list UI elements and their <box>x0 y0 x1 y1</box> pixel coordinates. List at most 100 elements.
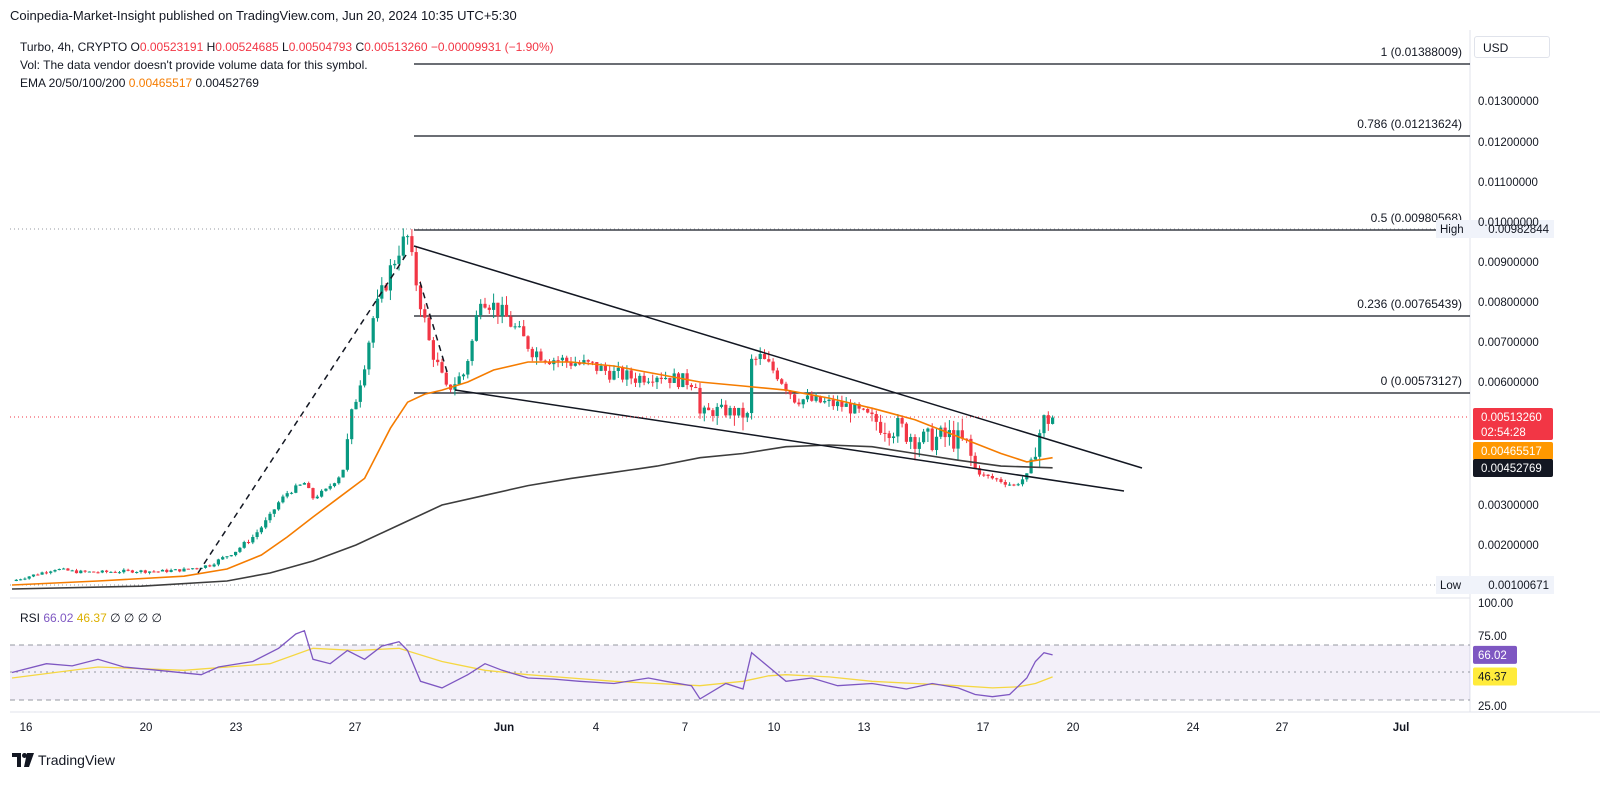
candle-body[interactable] <box>689 384 693 388</box>
candle-body[interactable] <box>767 359 771 362</box>
candle-body[interactable] <box>681 373 685 388</box>
candle-body[interactable] <box>986 474 990 476</box>
candle-body[interactable] <box>831 399 835 407</box>
candle-body[interactable] <box>418 285 423 310</box>
candle-body[interactable] <box>754 358 758 360</box>
candle-body[interactable] <box>44 572 48 574</box>
candle-body[interactable] <box>870 412 874 415</box>
candle-body[interactable] <box>1046 415 1050 424</box>
candle-body[interactable] <box>113 571 117 573</box>
candle-body[interactable] <box>440 362 444 373</box>
candle-body[interactable] <box>977 468 982 475</box>
candle-body[interactable] <box>642 375 646 383</box>
candle-body[interactable] <box>225 556 229 558</box>
time-axis-ticks[interactable]: 16 20 23 27 Jun 4 7 10 13 17 20 24 27 Jul <box>20 722 1410 734</box>
candle-body[interactable] <box>629 370 633 379</box>
candle-body[interactable] <box>573 363 577 366</box>
candle-body[interactable] <box>887 433 891 439</box>
candle-body[interactable] <box>358 385 362 402</box>
candle-body[interactable] <box>797 402 801 405</box>
candle-body[interactable] <box>517 326 521 328</box>
candle-body[interactable] <box>646 381 650 383</box>
candle-body[interactable] <box>659 377 663 380</box>
candle-body[interactable] <box>277 502 281 510</box>
candle-body[interactable] <box>1020 479 1025 485</box>
candle-body[interactable] <box>844 403 848 407</box>
candle-body[interactable] <box>1033 456 1037 460</box>
candle-body[interactable] <box>728 407 732 416</box>
candle-body[interactable] <box>926 428 930 432</box>
candle-body[interactable] <box>479 303 483 316</box>
candle-body[interactable] <box>599 365 603 371</box>
candle-body[interactable] <box>367 342 371 370</box>
candle-body[interactable] <box>122 569 126 573</box>
candle-body[interactable] <box>191 568 195 570</box>
candle-body[interactable] <box>934 436 939 451</box>
candle-body[interactable] <box>750 358 754 414</box>
candle-body[interactable] <box>737 407 741 416</box>
candle-body[interactable] <box>427 317 431 341</box>
candle-body[interactable] <box>965 438 969 440</box>
candle-body[interactable] <box>350 409 354 440</box>
candle-body[interactable] <box>595 362 599 371</box>
candle-body[interactable] <box>384 285 388 291</box>
candle-body[interactable] <box>221 557 225 560</box>
candle-body[interactable] <box>586 360 590 362</box>
candle-body[interactable] <box>375 298 380 319</box>
candle-body[interactable] <box>62 568 66 570</box>
candle-body[interactable] <box>307 483 311 489</box>
candle-body[interactable] <box>57 568 61 571</box>
candle-body[interactable] <box>990 475 994 479</box>
candle-body[interactable] <box>341 469 345 478</box>
candle-body[interactable] <box>702 407 706 414</box>
candle-body[interactable] <box>466 361 470 375</box>
candle-body[interactable] <box>758 354 762 360</box>
candle-body[interactable] <box>848 403 853 414</box>
candle-body[interactable] <box>612 371 616 380</box>
candle-body[interactable] <box>930 428 934 451</box>
candle-body[interactable] <box>874 414 878 422</box>
candle-body[interactable] <box>285 493 289 497</box>
candle-body[interactable] <box>638 375 642 383</box>
candle-body[interactable] <box>483 303 487 308</box>
candle-body[interactable] <box>775 370 779 380</box>
candle-body[interactable] <box>1003 481 1007 485</box>
candle-body[interactable] <box>664 377 668 380</box>
candle-body[interactable] <box>711 410 715 416</box>
candle-body[interactable] <box>999 479 1003 482</box>
fibonacci-retracement[interactable]: 1 (0.01388009)0.786 (0.01213624)0.5 (0.0… <box>414 45 1470 394</box>
candle-body[interactable] <box>92 571 96 573</box>
candle-body[interactable] <box>823 401 827 403</box>
candle-body[interactable] <box>195 568 199 570</box>
candle-body[interactable] <box>560 357 564 361</box>
candle-body[interactable] <box>423 309 427 318</box>
candle-body[interactable] <box>578 363 582 365</box>
candle-body[interactable] <box>354 401 358 410</box>
candle-body[interactable] <box>801 399 805 405</box>
candle-body[interactable] <box>853 404 857 414</box>
candle-body[interactable] <box>212 564 216 567</box>
candle-body[interactable] <box>956 430 960 449</box>
candlesticks[interactable] <box>14 228 1055 582</box>
candle-body[interactable] <box>251 537 255 543</box>
tradingview-logo[interactable]: TradingView <box>12 752 115 768</box>
candle-body[interactable] <box>66 568 70 571</box>
candle-body[interactable] <box>87 571 91 573</box>
candle-body[interactable] <box>345 439 349 470</box>
candle-body[interactable] <box>1012 484 1016 486</box>
candle-body[interactable] <box>143 570 147 573</box>
candle-body[interactable] <box>879 421 883 433</box>
candle-body[interactable] <box>810 395 814 401</box>
candle-body[interactable] <box>371 318 375 343</box>
candle-body[interactable] <box>406 236 410 238</box>
candle-body[interactable] <box>178 569 182 572</box>
candle-body[interactable] <box>698 387 702 414</box>
candle-body[interactable] <box>36 574 40 576</box>
candle-body[interactable] <box>917 442 921 449</box>
candle-body[interactable] <box>784 383 788 391</box>
candle-body[interactable] <box>676 373 681 388</box>
candle-body[interactable] <box>504 304 509 317</box>
candle-body[interactable] <box>633 378 638 383</box>
candle-body[interactable] <box>1016 484 1020 486</box>
candle-body[interactable] <box>805 395 810 400</box>
